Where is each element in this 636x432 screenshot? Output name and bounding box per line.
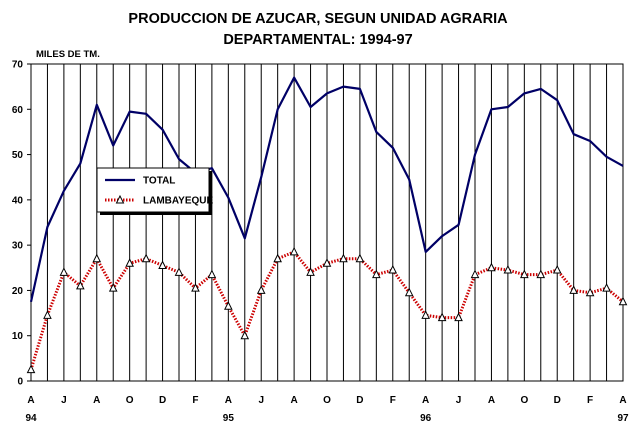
data-point-lambayeque	[92, 253, 102, 263]
data-point-lambayeque	[76, 280, 85, 290]
y-axis-label: MILES DE TM.	[36, 49, 100, 60]
x-tick-label: A	[27, 395, 34, 406]
data-point-lambayeque	[388, 264, 398, 274]
data-point-lambayeque	[174, 267, 184, 276]
chart-subtitle: DEPARTAMENTAL: 1994-97	[223, 32, 413, 48]
data-point-lambayeque	[421, 310, 430, 319]
x-tick-label: D	[554, 395, 561, 406]
data-point-lambayeque	[322, 258, 332, 267]
data-point-lambayeque	[339, 253, 348, 263]
x-tick-label: D	[159, 395, 166, 406]
data-point-lambayeque	[125, 258, 134, 267]
data-point-lambayeque	[191, 283, 200, 292]
legend-box	[96, 167, 210, 213]
x-year-label: 96	[420, 413, 432, 424]
x-tick-label: J	[258, 395, 264, 406]
x-tick-label: A	[93, 395, 100, 406]
x-tick-label: A	[422, 395, 429, 406]
data-point-lambayeque	[437, 312, 447, 322]
data-point-lambayeque	[487, 262, 496, 272]
series-layer	[26, 76, 628, 374]
plot-frame	[30, 63, 624, 382]
data-point-lambayeque	[503, 264, 513, 274]
data-point-lambayeque	[585, 287, 595, 297]
chart-title: PRODUCCION DE AZUCAR, SEGUN UNIDAD AGRAR…	[128, 11, 508, 27]
y-tick-label: 40	[12, 195, 24, 206]
data-point-lambayeque	[602, 283, 611, 292]
data-point-lambayeque	[224, 301, 233, 310]
y-tick-label: 70	[12, 60, 24, 71]
legend-label: LAMBAYEQUE	[143, 196, 214, 207]
data-point-lambayeque	[43, 310, 52, 319]
x-tick-label: A	[488, 395, 495, 406]
series-line-total	[29, 76, 624, 303]
data-point-lambayeque	[569, 285, 578, 294]
data-point-lambayeque	[256, 285, 266, 294]
data-point-lambayeque	[552, 264, 562, 274]
data-point-lambayeque	[618, 296, 628, 306]
data-point-lambayeque	[289, 246, 299, 256]
x-tick-label: F	[390, 395, 396, 406]
y-tick-label: 30	[12, 241, 24, 252]
data-point-lambayeque	[454, 312, 463, 322]
x-tick-label: O	[323, 395, 331, 406]
x-tick-label: D	[356, 395, 363, 406]
x-tick-label: J	[61, 395, 67, 406]
chart-title-block: PRODUCCION DE AZUCAR, SEGUN UNIDAD AGRAR…	[0, 9, 636, 51]
data-point-lambayeque	[372, 269, 381, 279]
y-tick-label: 10	[12, 331, 24, 342]
x-tick-label: F	[587, 395, 593, 406]
data-point-lambayeque	[355, 253, 365, 263]
y-tick-label: 60	[12, 105, 24, 116]
data-point-lambayeque	[141, 253, 151, 263]
x-tick-label: O	[126, 395, 134, 406]
y-tick-label: 0	[17, 377, 23, 388]
tick-labels: 0 10 20 30 40 50 60 70 A J A O D F A J A O D F A J A O D F A 94 95 96…	[12, 60, 629, 425]
x-tick-label: J	[456, 395, 462, 406]
data-point-lambayeque	[536, 269, 546, 279]
data-point-lambayeque	[240, 330, 250, 340]
legend-marker	[115, 194, 125, 204]
x-year-label: 94	[25, 413, 37, 424]
axes	[27, 63, 624, 382]
y-tick-label: 20	[12, 286, 24, 297]
y-tick-label: 50	[12, 150, 24, 161]
data-point-lambayeque	[26, 364, 36, 374]
x-tick-label: A	[619, 395, 626, 406]
data-point-lambayeque	[59, 267, 69, 276]
x-tick-label: A	[290, 395, 297, 406]
data-point-lambayeque	[158, 260, 167, 270]
data-point-lambayeque	[470, 269, 480, 279]
data-point-lambayeque	[520, 269, 529, 279]
x-tick-label: F	[192, 395, 198, 406]
data-point-lambayeque	[108, 283, 118, 292]
data-point-lambayeque	[207, 269, 217, 279]
x-year-label: 95	[223, 413, 235, 424]
legend-label: TOTAL	[143, 176, 175, 187]
x-tick-label: A	[225, 395, 232, 406]
x-year-label: 97	[617, 413, 629, 424]
data-point-lambayeque	[273, 253, 282, 263]
x-tick-label: O	[520, 395, 528, 406]
data-point-lambayeque	[404, 287, 414, 297]
data-point-lambayeque	[306, 267, 315, 276]
legend: TOTAL LAMBAYEQUE	[96, 167, 214, 215]
